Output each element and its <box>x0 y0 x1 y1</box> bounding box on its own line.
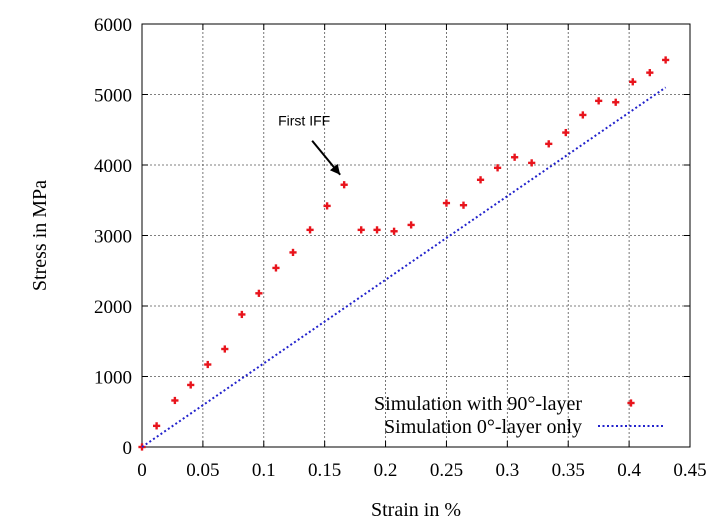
data-point <box>442 199 451 207</box>
axis-ticks: 0 0.05 0.1 0.15 0.2 0.25 0.3 0.35 0.4 0.45 0 1000 20… <box>94 15 707 481</box>
data-point <box>629 78 637 86</box>
annotation-label: First IFF <box>278 113 330 129</box>
annotations: First IFF <box>278 113 341 176</box>
y-tick-label: 6000 <box>94 15 132 36</box>
legend-marker-points <box>627 399 635 407</box>
data-point <box>595 97 603 105</box>
data-point <box>340 181 348 189</box>
legend-label: Simulation 0°-layer only <box>384 416 582 438</box>
data-point <box>459 201 468 209</box>
x-axis-title: Strain in % <box>371 499 461 521</box>
annotation-arrow-head <box>329 163 341 175</box>
y-tick-label: 5000 <box>94 86 132 107</box>
data-point <box>204 360 212 369</box>
data-point <box>306 226 314 234</box>
legend-label: Simulation with 90°-layer <box>374 393 582 415</box>
x-tick-label: 0.45 <box>673 460 706 481</box>
data-point <box>407 221 415 229</box>
data-point <box>221 345 229 353</box>
data-point <box>357 226 365 234</box>
data-point <box>323 202 331 210</box>
data-point <box>153 422 161 430</box>
data-point <box>171 396 179 405</box>
data-point <box>255 289 263 297</box>
data-point <box>493 164 502 172</box>
x-tick-label: 0.35 <box>552 460 585 481</box>
y-tick-label: 1000 <box>94 368 132 389</box>
data-point <box>562 128 570 137</box>
data-point <box>289 248 297 257</box>
y-axis-title: Stress in MPa <box>29 180 51 291</box>
x-tick-label: 0.15 <box>308 460 341 481</box>
y-tick-label: 0 <box>123 438 133 459</box>
data-point <box>579 111 587 119</box>
data-point <box>528 159 536 167</box>
grid-lines <box>142 24 690 447</box>
x-tick-label: 0.1 <box>252 460 276 481</box>
y-tick-label: 2000 <box>94 297 132 318</box>
data-series <box>138 56 670 451</box>
x-tick-label: 0.3 <box>495 460 519 481</box>
y-tick-label: 4000 <box>94 156 132 177</box>
data-point <box>373 226 381 234</box>
data-point <box>545 140 553 148</box>
data-point <box>476 176 485 184</box>
data-point <box>238 310 246 319</box>
data-point <box>511 153 519 161</box>
x-tick-label: 0.2 <box>374 460 398 481</box>
data-point <box>272 264 280 272</box>
x-tick-label: 0.05 <box>186 460 219 481</box>
data-point <box>390 227 398 235</box>
data-point <box>662 56 670 64</box>
x-tick-label: 0.25 <box>430 460 463 481</box>
data-point <box>612 98 620 106</box>
data-point <box>646 69 654 77</box>
y-tick-label: 3000 <box>94 227 132 248</box>
x-tick-label: 0.4 <box>617 460 641 481</box>
data-point <box>187 381 195 389</box>
x-tick-label: 0 <box>137 460 147 481</box>
